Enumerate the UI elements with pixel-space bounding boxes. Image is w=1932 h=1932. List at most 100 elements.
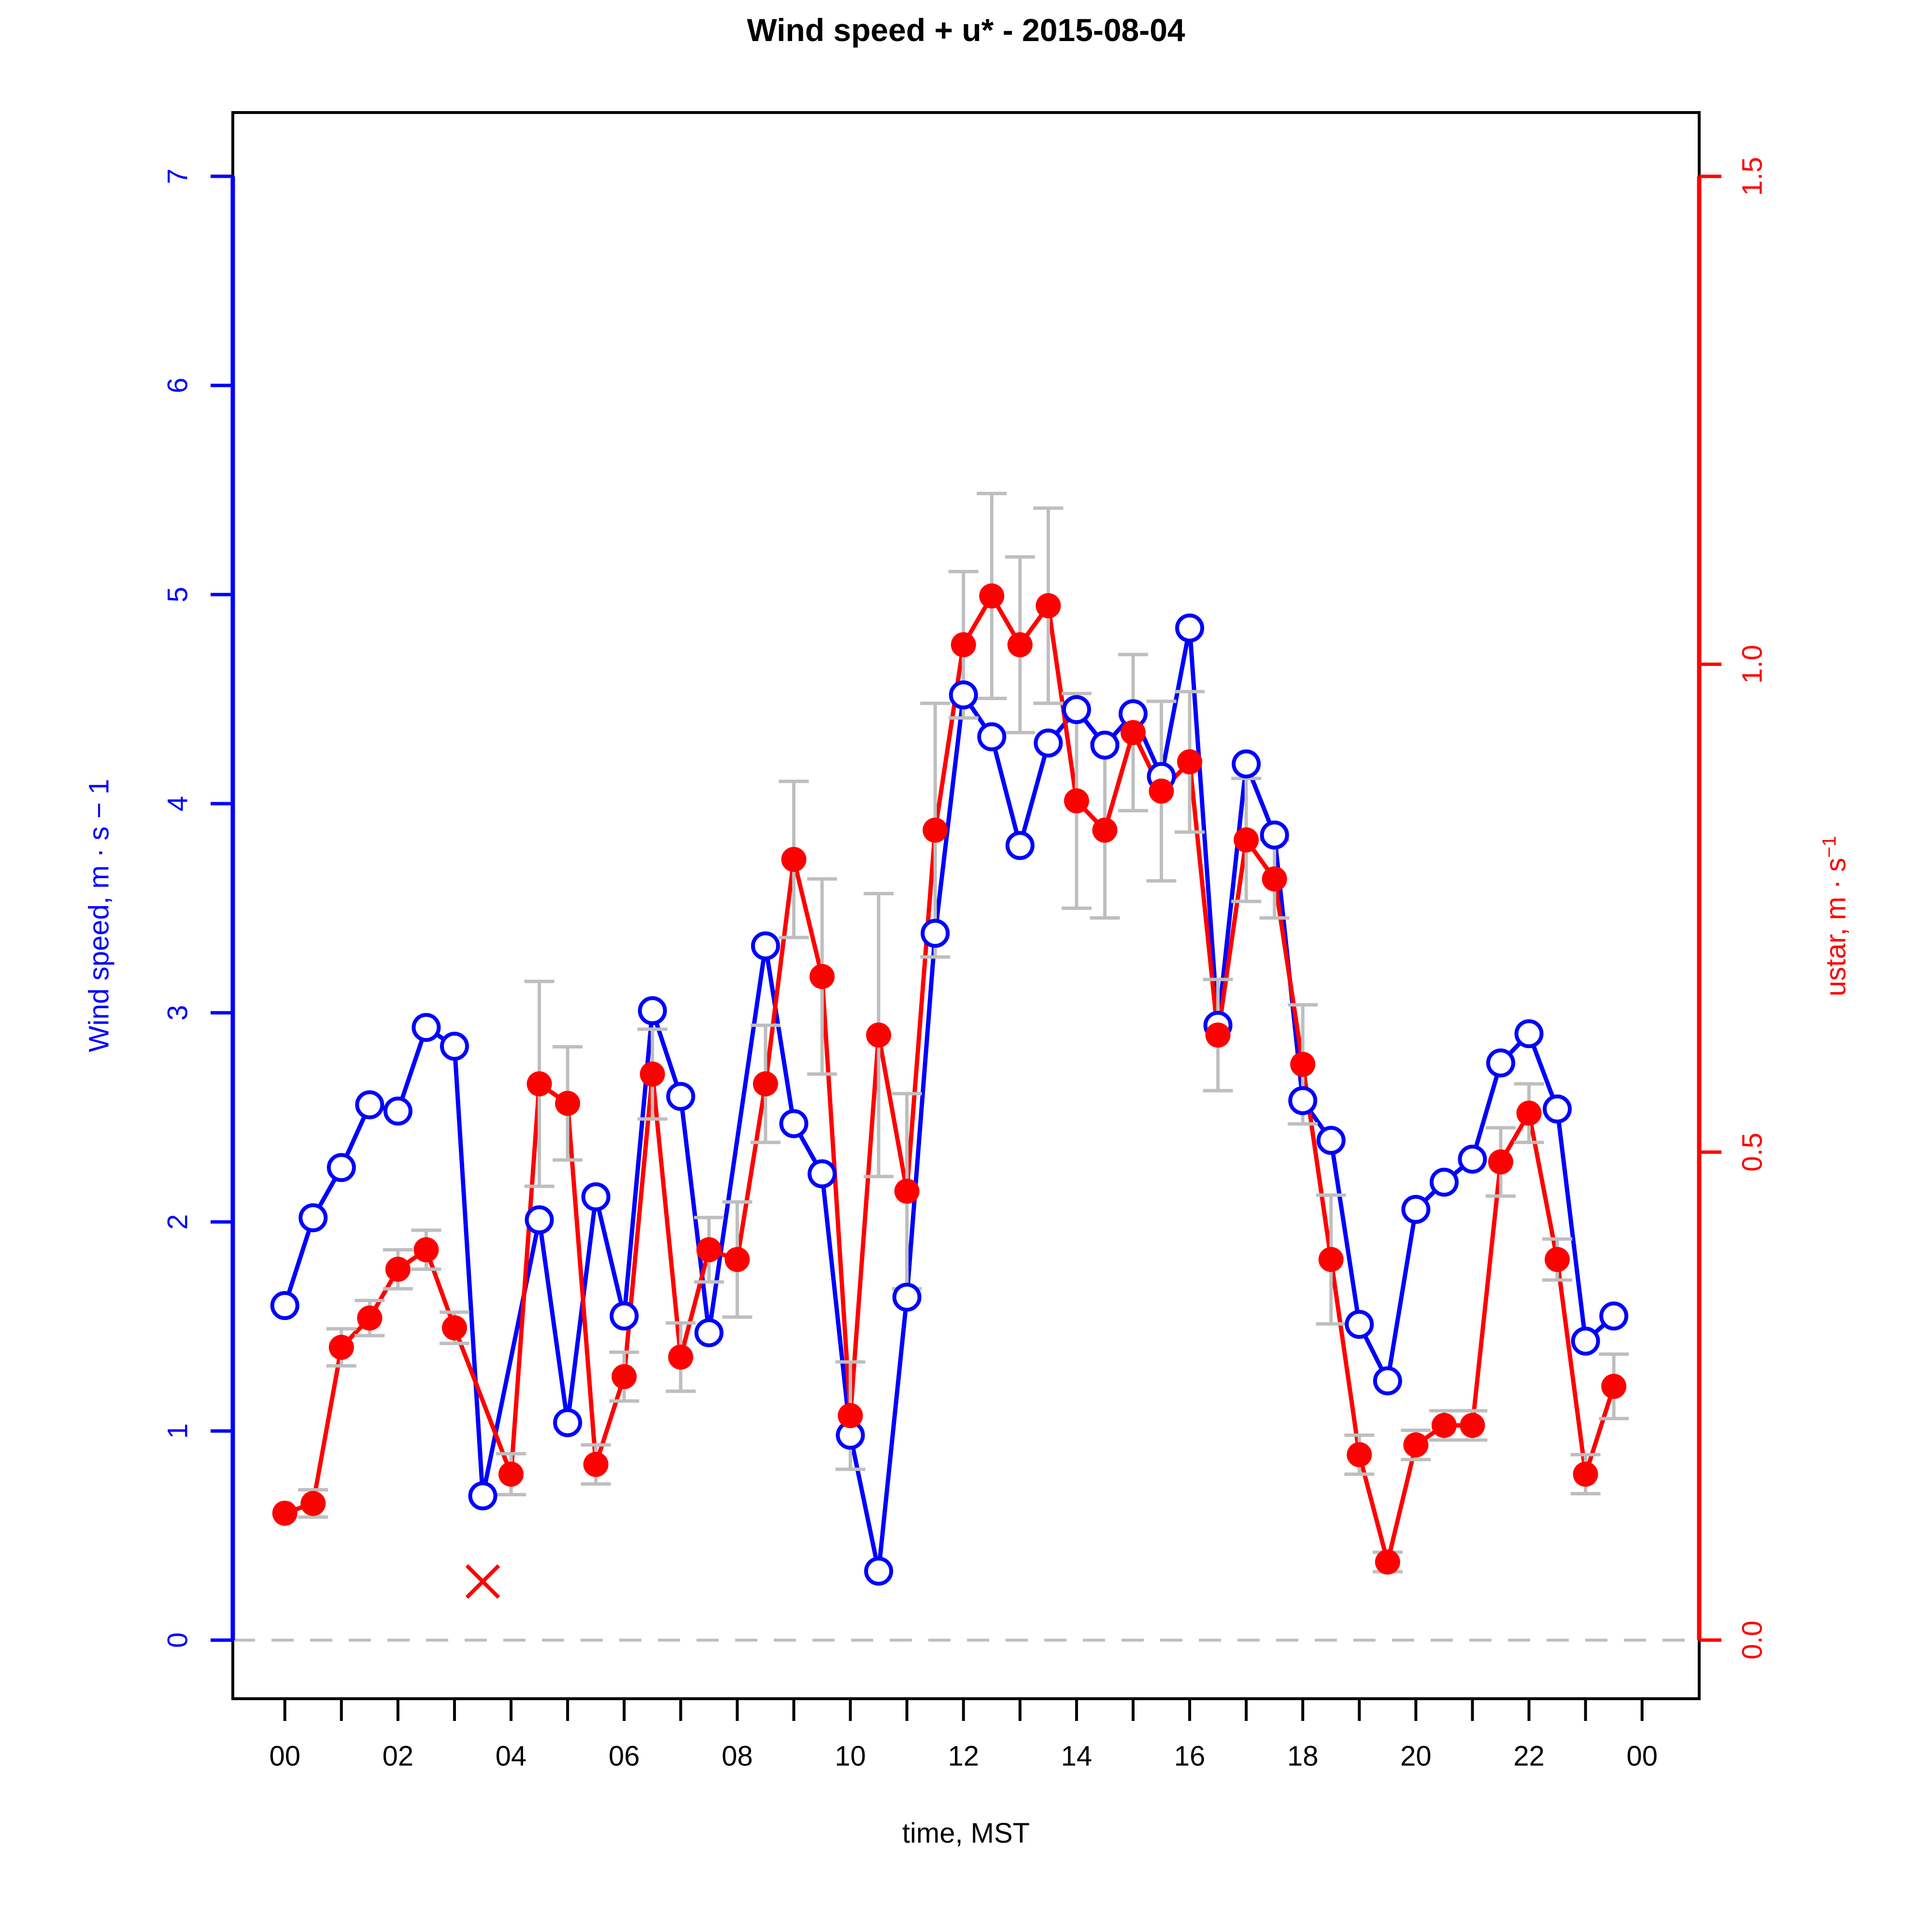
ustar-point	[724, 1247, 750, 1272]
ustar-point	[1375, 1549, 1400, 1575]
ustar-point	[385, 1256, 411, 1282]
ustar-point	[413, 1237, 439, 1263]
wind-speed-line	[283, 625, 1616, 1574]
x-axis-tick-label: 16	[1174, 1740, 1206, 1772]
ustar-point	[300, 1491, 326, 1516]
ustar-point	[1092, 817, 1118, 843]
left-axis-tick-label: 1	[162, 1423, 193, 1439]
ustar-point	[781, 847, 807, 872]
wind-speed-point	[1090, 730, 1120, 760]
left-axis-tick-label: 0	[162, 1633, 193, 1648]
right-axis-title: ustar, m · s−1	[1818, 0, 1852, 1882]
ustar-point	[498, 1462, 524, 1487]
wind-speed-point	[298, 1203, 328, 1233]
wind-speed-point	[1373, 1366, 1402, 1395]
wind-speed-point	[1458, 1144, 1487, 1174]
wind-speed-point	[1316, 1125, 1346, 1155]
left-axis-tick-label: 3	[162, 1005, 193, 1021]
ustar-point	[1290, 1051, 1316, 1077]
wind-speed-point	[1345, 1310, 1374, 1339]
right-axis-title-exponent: −1	[1818, 836, 1840, 858]
ustar-line	[284, 594, 1616, 1564]
wind-speed-point	[949, 680, 978, 710]
ustar-point	[1431, 1413, 1457, 1438]
wind-speed-point	[525, 1205, 554, 1235]
x-axis-tick-label: 20	[1400, 1740, 1432, 1772]
ustar-point	[555, 1091, 581, 1116]
ustar-point	[838, 1403, 863, 1428]
ustar-point	[1149, 778, 1174, 804]
wind-speed-point	[581, 1182, 611, 1211]
wind-speed-point	[1429, 1167, 1459, 1197]
wind-speed-point	[1571, 1326, 1600, 1356]
ustar-point	[696, 1237, 722, 1263]
wind-speed-point	[666, 1082, 696, 1111]
ustar-point	[1516, 1100, 1542, 1126]
ustar-point	[1234, 827, 1259, 852]
left-axis-title: Wind speed, m · s − 1	[83, 779, 115, 1052]
ustar-point	[328, 1335, 354, 1360]
ustar-point	[1488, 1149, 1514, 1175]
right-axis-tick-label: 1.0	[1736, 645, 1768, 684]
ustar-point	[526, 1071, 552, 1097]
ustar-point	[441, 1315, 467, 1341]
ustar-point	[272, 1500, 298, 1526]
wind-speed-point	[412, 1013, 441, 1042]
wind-speed-point	[977, 722, 1007, 752]
ustar-point	[1573, 1462, 1598, 1487]
left-axis-tick-label: 7	[162, 169, 193, 184]
ustar-point	[1601, 1374, 1627, 1399]
plot-box	[231, 111, 1701, 1700]
ustar-point	[923, 817, 948, 843]
wind-speed-point	[1288, 1086, 1318, 1115]
wind-speed-point	[921, 919, 950, 948]
wind-speed-point	[1260, 820, 1289, 850]
ustar-point	[611, 1364, 637, 1390]
ustar-point	[668, 1344, 694, 1370]
x-axis-tick-label: 12	[948, 1740, 979, 1772]
wind-speed-point	[1005, 831, 1035, 860]
wind-speed-point	[1034, 728, 1063, 758]
wind-speed-point	[1062, 695, 1091, 724]
x-axis-title: time, MST	[902, 1818, 1030, 1849]
x-axis-tick-label: 18	[1287, 1740, 1319, 1772]
ustar-point	[1347, 1442, 1372, 1467]
wind-speed-point	[270, 1291, 299, 1321]
ustar-point	[1064, 788, 1089, 814]
ustar-point	[1120, 720, 1146, 745]
x-axis-tick-label: 14	[1061, 1740, 1093, 1772]
chart-title: Wind speed + u* - 2015-08-04	[747, 12, 1185, 48]
wind-speed-point	[327, 1153, 356, 1182]
wind-speed-point	[1543, 1094, 1572, 1124]
x-axis-tick-label: 00	[269, 1740, 300, 1772]
flagged-point-x-icon	[465, 1564, 500, 1599]
ustar-point	[583, 1451, 609, 1477]
ustar-point	[1403, 1432, 1429, 1458]
ustar-point	[1318, 1247, 1344, 1272]
right-axis-title-base: ustar, m · s	[1820, 858, 1852, 996]
x-axis-tick-label: 02	[383, 1740, 414, 1772]
x-axis-tick-label: 22	[1513, 1740, 1545, 1772]
ustar-point	[1460, 1413, 1485, 1438]
wind-speed-point	[638, 996, 667, 1025]
right-axis-tick-label: 1.5	[1736, 157, 1768, 196]
wind-speed-point	[892, 1282, 922, 1312]
ustar-point	[357, 1305, 383, 1331]
ustar-point	[1177, 749, 1203, 775]
wind-speed-point	[468, 1481, 497, 1511]
wind-speed-point	[440, 1032, 469, 1061]
ustar-point	[1262, 866, 1287, 892]
ustar-point	[1545, 1247, 1570, 1272]
x-axis-tick-label: 04	[496, 1740, 527, 1772]
ustar-point	[1205, 1022, 1231, 1048]
wind-speed-point	[383, 1096, 412, 1126]
wind-speed-point	[1514, 1019, 1544, 1049]
x-axis-tick-label: 00	[1626, 1740, 1658, 1772]
wind-speed-point	[610, 1301, 639, 1331]
left-axis-tick-label: 5	[162, 587, 193, 602]
wind-speed-point	[1486, 1048, 1516, 1078]
ustar-point	[979, 583, 1005, 609]
ustar-point	[866, 1022, 892, 1048]
